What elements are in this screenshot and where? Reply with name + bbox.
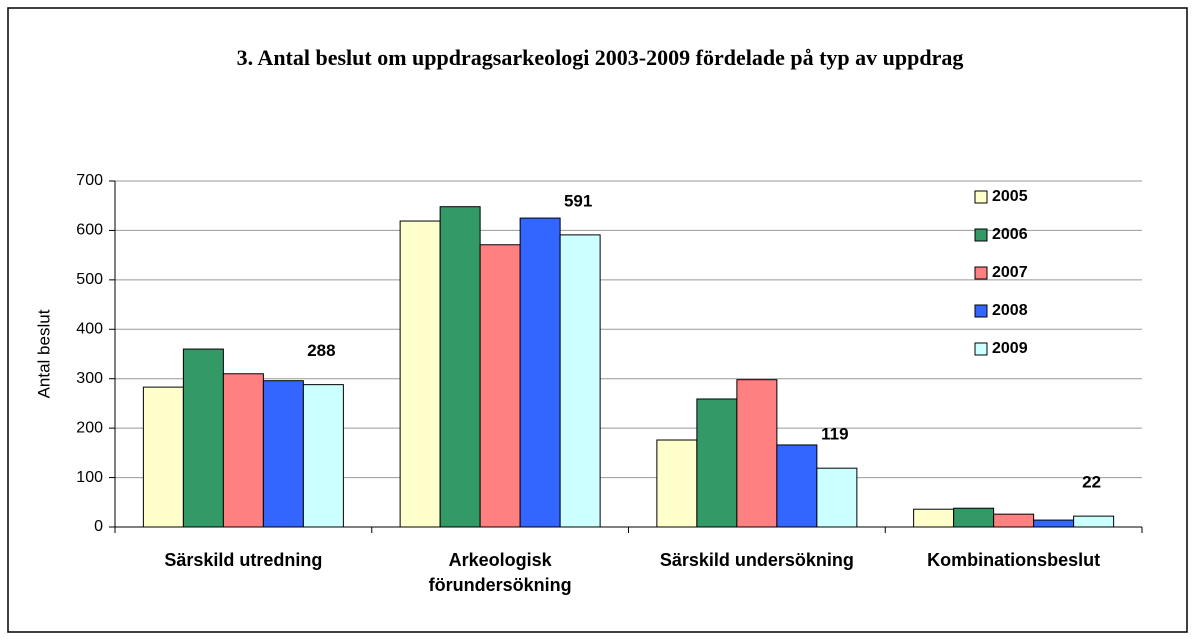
bar — [479, 244, 521, 528]
y-tick-label: 300 — [76, 370, 103, 387]
bar — [182, 348, 224, 528]
bar — [142, 386, 184, 528]
y-tick-label: 200 — [76, 419, 103, 436]
y-tick-label: 100 — [76, 469, 103, 486]
legend-swatch — [974, 266, 988, 280]
x-tick-label: Särskild undersökning — [659, 550, 854, 570]
bar — [1073, 515, 1115, 528]
legend-swatch — [974, 304, 988, 318]
bar — [559, 234, 601, 528]
legend-swatch — [974, 228, 988, 242]
bar — [302, 384, 344, 528]
legend-swatch — [974, 190, 988, 204]
x-tick-label: Kombinationsbeslut — [927, 550, 1101, 570]
data-label: 591 — [564, 191, 592, 210]
bar — [816, 467, 858, 528]
y-tick-label: 700 — [76, 172, 103, 189]
data-label: 119 — [821, 425, 848, 444]
bar — [262, 380, 304, 528]
bar — [736, 379, 778, 528]
bar — [222, 373, 264, 528]
bar — [953, 507, 995, 528]
legend-swatch — [974, 342, 988, 356]
legend-label: 2007 — [992, 264, 1028, 281]
legend-label: 2009 — [992, 340, 1028, 357]
bar — [519, 217, 561, 528]
bar — [776, 444, 818, 528]
y-tick-label: 400 — [76, 321, 103, 338]
bar — [656, 439, 698, 528]
bar — [913, 508, 955, 528]
y-tick-label: 0 — [94, 518, 103, 535]
data-label: 288 — [307, 341, 335, 360]
chart-title: 3. Antal beslut om uppdragsarkeologi 200… — [236, 45, 964, 70]
bar — [993, 513, 1035, 528]
x-tick-label: Särskild utredning — [164, 550, 323, 570]
y-tick-label: 600 — [76, 222, 103, 239]
bar — [399, 220, 441, 528]
legend-label: 2008 — [992, 302, 1028, 319]
data-label: 22 — [1082, 473, 1101, 492]
bar — [439, 206, 481, 528]
legend-label: 2006 — [992, 226, 1028, 243]
legend-label: 2005 — [992, 188, 1028, 205]
x-tick-label: Arkeologisk förundersökning — [428, 550, 572, 595]
bar — [696, 398, 738, 528]
y-axis-label: Antal beslut — [34, 309, 53, 398]
bar — [1033, 519, 1075, 528]
y-tick-label: 500 — [76, 271, 103, 288]
